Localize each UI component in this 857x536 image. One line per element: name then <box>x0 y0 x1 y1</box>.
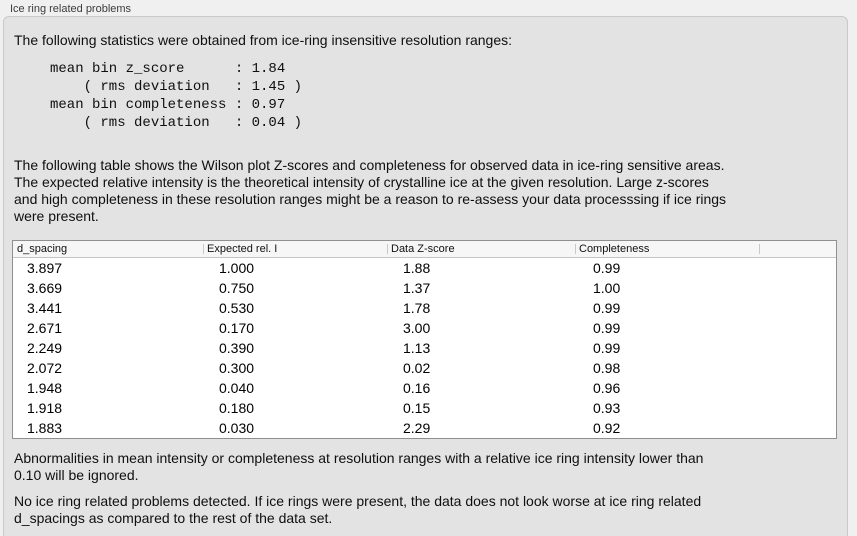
ice-ring-content-panel: The following statistics were obtained f… <box>3 16 848 536</box>
table-intro-text: The following table shows the Wilson plo… <box>14 157 727 224</box>
table-cell: 0.93 <box>593 400 621 416</box>
column-header-data-z-score[interactable]: Data Z-score <box>387 241 575 257</box>
table-row[interactable]: 3.897 1.000 1.88 0.99 <box>13 258 836 278</box>
table-cell: 0.750 <box>219 280 255 296</box>
table-cell: 1.00 <box>593 280 621 296</box>
table-cell: 0.15 <box>403 400 431 416</box>
table-cell: 2.671 <box>27 320 63 336</box>
table-cell: 1.918 <box>27 400 63 416</box>
table-cell: 0.92 <box>593 420 621 436</box>
table-cell: 0.02 <box>403 360 431 376</box>
table-cell: 2.249 <box>27 340 63 356</box>
table-cell: 3.00 <box>403 320 431 336</box>
table-cell: 0.99 <box>593 300 621 316</box>
table-row[interactable]: 3.441 0.530 1.78 0.99 <box>13 298 836 318</box>
table-cell: 0.99 <box>593 320 621 336</box>
table-row[interactable]: 2.671 0.170 3.00 0.99 <box>13 318 836 338</box>
table-header: d_spacing Expected rel. I Data Z-score C… <box>13 241 836 258</box>
table-cell: 0.170 <box>219 320 255 336</box>
table-cell: 2.29 <box>403 420 431 436</box>
table-cell: 1.000 <box>219 260 255 276</box>
conclusion-text: No ice ring related problems detected. I… <box>14 493 702 526</box>
table-cell: 1.948 <box>27 380 63 396</box>
table-body: 3.897 1.000 1.88 0.99 3.669 0.750 1.37 1.00 3.44… <box>13 258 836 438</box>
table-row[interactable]: 1.883 0.030 2.29 0.92 <box>13 418 836 438</box>
table-cell: 0.030 <box>219 420 255 436</box>
table-row[interactable]: 2.072 0.300 0.02 0.98 <box>13 358 836 378</box>
stats-block: mean bin z_score : 1.84 ( rms deviation … <box>50 61 303 131</box>
column-header-filler <box>759 241 836 257</box>
column-header-d-spacing[interactable]: d_spacing <box>17 243 68 255</box>
table-cell: 0.300 <box>219 360 255 376</box>
ignore-note-text: Abnormalities in mean intensity or compl… <box>14 450 704 483</box>
ice-ring-table: d_spacing Expected rel. I Data Z-score C… <box>12 240 837 439</box>
table-cell: 1.78 <box>403 300 431 316</box>
column-header-expected-rel-i[interactable]: Expected rel. I <box>203 241 387 257</box>
table-cell: 0.98 <box>593 360 621 376</box>
table-cell: 0.99 <box>593 340 621 356</box>
table-cell: 0.96 <box>593 380 621 396</box>
table-row[interactable]: 2.249 0.390 1.13 0.99 <box>13 338 836 358</box>
table-cell: 3.897 <box>27 260 63 276</box>
table-cell: 0.530 <box>219 300 255 316</box>
table-cell: 3.669 <box>27 280 63 296</box>
table-cell: 2.072 <box>27 360 63 376</box>
column-header-completeness[interactable]: Completeness <box>575 241 759 257</box>
table-cell: 3.441 <box>27 300 63 316</box>
table-row[interactable]: 3.669 0.750 1.37 1.00 <box>13 278 836 298</box>
table-cell: 0.040 <box>219 380 255 396</box>
table-cell: 0.390 <box>219 340 255 356</box>
table-cell: 1.37 <box>403 280 431 296</box>
table-row[interactable]: 1.918 0.180 0.15 0.93 <box>13 398 836 418</box>
table-cell: 0.180 <box>219 400 255 416</box>
table-cell: 0.99 <box>593 260 621 276</box>
table-row[interactable]: 1.948 0.040 0.16 0.96 <box>13 378 836 398</box>
table-cell: 1.13 <box>403 340 431 356</box>
table-cell: 1.88 <box>403 260 431 276</box>
table-cell: 0.16 <box>403 380 431 396</box>
intro-text: The following statistics were obtained f… <box>14 32 513 48</box>
table-cell: 1.883 <box>27 420 63 436</box>
groupbox-title: Ice ring related problems <box>10 3 132 15</box>
